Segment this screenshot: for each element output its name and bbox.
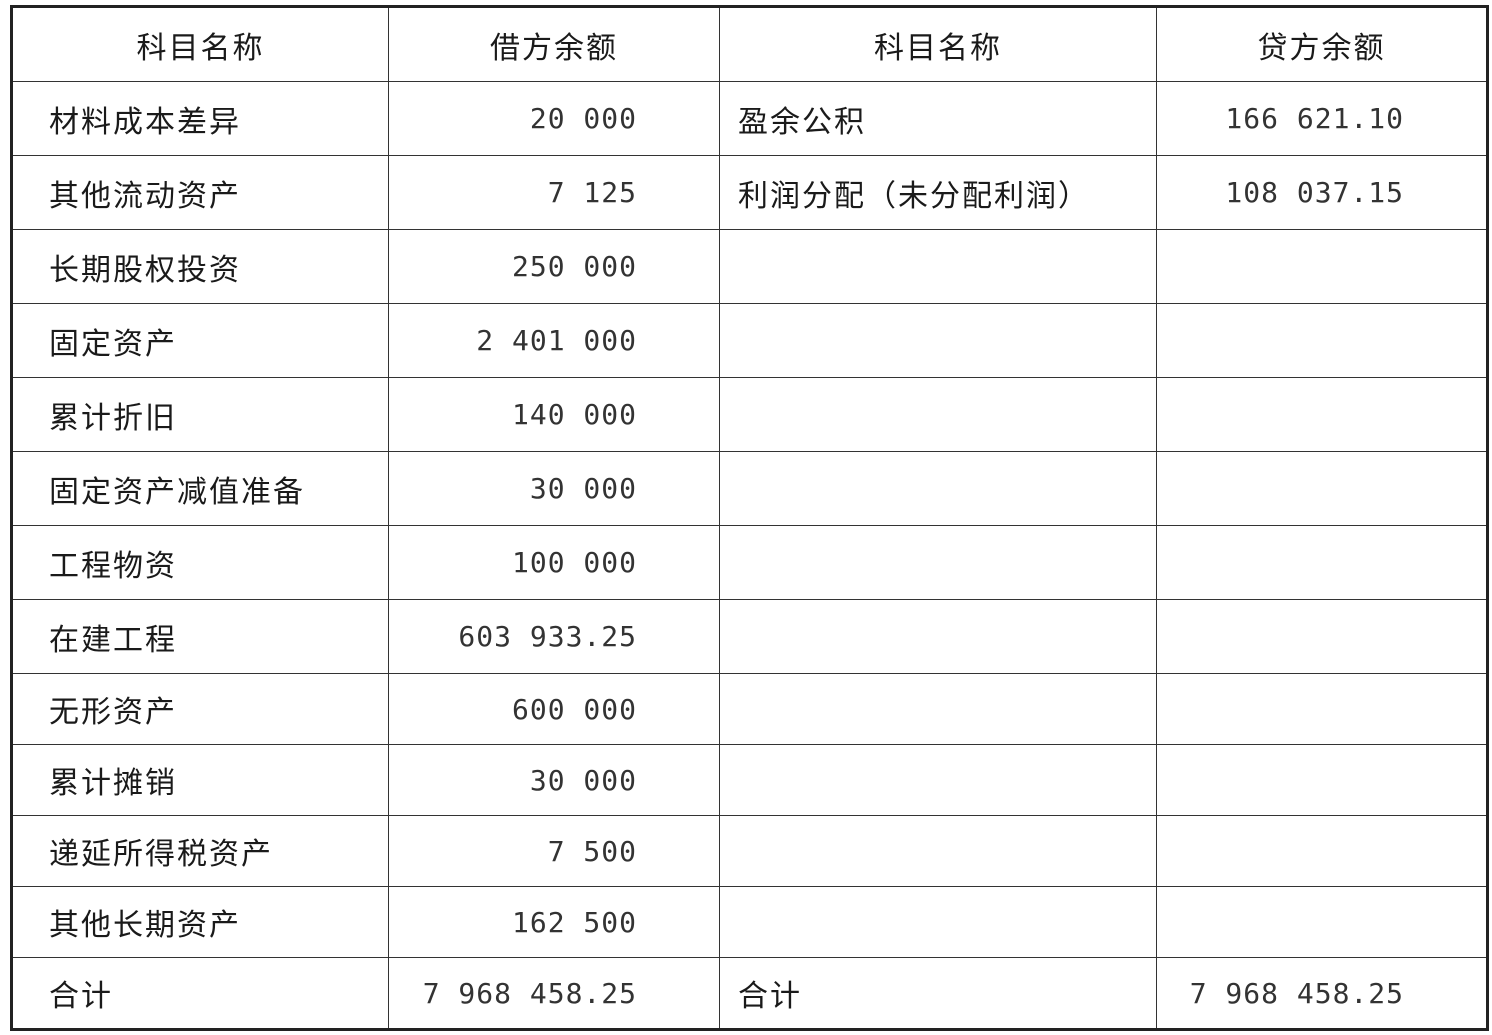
credit-balance — [1156, 599, 1488, 674]
credit-balance — [1156, 451, 1488, 526]
credit-account-name — [719, 673, 1157, 745]
table-row: 固定资产减值准备 30 000 — [11, 451, 1488, 526]
debit-account-name: 固定资产 — [11, 303, 389, 378]
debit-account-name: 固定资产减值准备 — [11, 451, 389, 526]
debit-account-name: 其他流动资产 — [11, 155, 389, 230]
debit-account-name: 材料成本差异 — [11, 81, 389, 156]
credit-account-name: 利润分配（未分配利润） — [719, 155, 1157, 230]
credit-account-name — [719, 886, 1157, 958]
header-credit-balance: 贷方余额 — [1156, 6, 1488, 82]
table-row: 累计折旧 140 000 — [11, 377, 1488, 452]
debit-balance: 2 401 000 — [388, 303, 720, 378]
credit-balance: 108 037.15 — [1156, 155, 1488, 230]
debit-balance: 20 000 — [388, 81, 720, 156]
credit-balance — [1156, 886, 1488, 958]
credit-account-name — [719, 815, 1157, 887]
debit-account-name: 其他长期资产 — [11, 886, 389, 958]
debit-balance: 162 500 — [388, 886, 720, 958]
debit-account-name: 长期股权投资 — [11, 229, 389, 304]
credit-balance: 166 621.10 — [1156, 81, 1488, 156]
credit-balance — [1156, 815, 1488, 887]
debit-balance: 250 000 — [388, 229, 720, 304]
total-debit: 7 968 458.25 — [388, 957, 720, 1030]
total-label: 合计 — [719, 957, 1157, 1030]
credit-account-name — [719, 525, 1157, 600]
debit-account-name: 在建工程 — [11, 599, 389, 674]
debit-account-name: 累计折旧 — [11, 377, 389, 452]
table-row: 累计摊销 30 000 — [11, 744, 1488, 816]
table-row: 其他长期资产 162 500 — [11, 886, 1488, 958]
total-label: 合计 — [11, 957, 389, 1030]
balance-table: 科目名称 借方余额 科目名称 贷方余额 材料成本差异 20 000 盈余公积 166 … — [10, 5, 1489, 1031]
header-row: 科目名称 借方余额 科目名称 贷方余额 — [11, 6, 1488, 82]
debit-balance: 7 125 — [388, 155, 720, 230]
table-row: 工程物资 100 000 — [11, 525, 1488, 600]
debit-account-name: 递延所得税资产 — [11, 815, 389, 887]
credit-balance — [1156, 525, 1488, 600]
credit-account-name — [719, 229, 1157, 304]
credit-account-name — [719, 599, 1157, 674]
debit-balance: 100 000 — [388, 525, 720, 600]
credit-balance — [1156, 744, 1488, 816]
credit-balance — [1156, 377, 1488, 452]
debit-balance: 30 000 — [388, 744, 720, 816]
credit-balance — [1156, 673, 1488, 745]
header-debit-balance: 借方余额 — [388, 6, 720, 82]
credit-balance — [1156, 303, 1488, 378]
table-row: 递延所得税资产 7 500 — [11, 815, 1488, 887]
debit-account-name: 累计摊销 — [11, 744, 389, 816]
debit-account-name: 无形资产 — [11, 673, 389, 745]
table-row: 固定资产 2 401 000 — [11, 303, 1488, 378]
credit-account-name: 盈余公积 — [719, 81, 1157, 156]
total-credit: 7 968 458.25 — [1156, 957, 1488, 1030]
credit-balance — [1156, 229, 1488, 304]
credit-account-name — [719, 451, 1157, 526]
credit-account-name — [719, 744, 1157, 816]
debit-account-name: 工程物资 — [11, 525, 389, 600]
header-account-name: 科目名称 — [719, 6, 1157, 82]
debit-balance: 600 000 — [388, 673, 720, 745]
table-row: 其他流动资产 7 125 利润分配（未分配利润） 108 037.15 — [11, 155, 1488, 230]
table-row: 材料成本差异 20 000 盈余公积 166 621.10 — [11, 81, 1488, 156]
debit-balance: 30 000 — [388, 451, 720, 526]
debit-balance: 603 933.25 — [388, 599, 720, 674]
total-row: 合计 7 968 458.25 合计 7 968 458.25 — [11, 957, 1488, 1030]
table-row: 长期股权投资 250 000 — [11, 229, 1488, 304]
table-row: 在建工程 603 933.25 — [11, 599, 1488, 674]
credit-account-name — [719, 303, 1157, 378]
table-row: 无形资产 600 000 — [11, 673, 1488, 745]
debit-balance: 140 000 — [388, 377, 720, 452]
debit-balance: 7 500 — [388, 815, 720, 887]
header-account-name: 科目名称 — [11, 6, 389, 82]
credit-account-name — [719, 377, 1157, 452]
